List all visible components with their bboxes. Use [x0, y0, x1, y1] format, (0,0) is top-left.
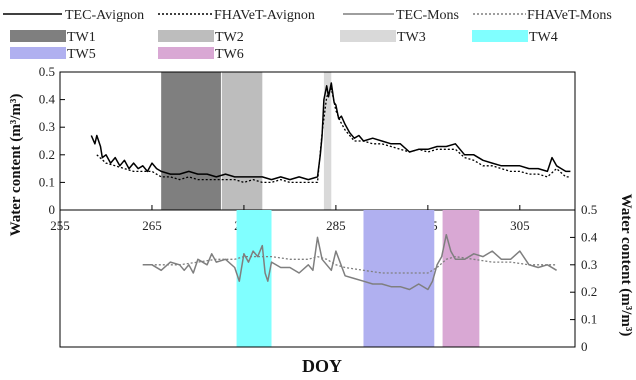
legend: TEC-Avignon FHAVeT-Avignon TEC-Mons FHAV…: [3, 8, 612, 62]
legend-swatch-tw3: [340, 30, 396, 42]
legend-entry-tec-mons: TEC-Mons: [343, 8, 459, 23]
legend-entry-tw4: TW4: [472, 30, 558, 45]
legend-label-tw1: TW1: [67, 30, 96, 45]
y-tick-label-avignon-5: 0.5: [39, 64, 55, 79]
legend-entry-fhavet-avignon: FHAVeT-Avignon: [158, 8, 315, 23]
legend-label-fhavet-avignon: FHAVeT-Avignon: [214, 8, 315, 23]
x-tick-label-3: 285: [326, 218, 346, 233]
x-axis-title: DOY: [302, 356, 342, 376]
legend-label-fhavet-mons: FHAVeT-Mons: [527, 8, 612, 23]
legend-label-tw2: TW2: [215, 30, 244, 45]
y-tick-label-avignon-4: 0.4: [39, 92, 56, 107]
y-axis-title-avignon: Water content (m³/m³): [8, 94, 24, 237]
time-window-tw6: [443, 210, 480, 347]
x-tick-label-5: 305: [510, 218, 530, 233]
legend-entry-fhavet-mons: FHAVeT-Mons: [473, 8, 612, 23]
y-tick-label-avignon-3: 0.3: [39, 119, 55, 134]
time-window-tw5: [363, 210, 434, 347]
legend-swatch-tw6: [158, 47, 214, 59]
legend-label-tw3: TW3: [397, 30, 426, 45]
legend-swatch-tw2: [158, 30, 214, 42]
legend-entry-tw1: TW1: [10, 30, 96, 45]
legend-label-tw5: TW5: [67, 47, 96, 62]
legend-label-tec-mons: TEC-Mons: [396, 8, 459, 23]
legend-entry-tw2: TW2: [158, 30, 244, 45]
y-tick-label-mons-1: 0.1: [581, 312, 597, 327]
legend-swatch-tw1: [10, 30, 66, 42]
y-tick-label-avignon-2: 0.2: [39, 147, 55, 162]
series-line-fhavet-mons: [143, 257, 557, 273]
y-axis-title-mons: Water content (m³/m³): [618, 194, 634, 337]
y-tick-label-mons-4: 0.4: [581, 229, 598, 244]
y-tick-label-avignon-1: 0.1: [39, 174, 55, 189]
plot-frame-avignon: [60, 72, 575, 210]
time-window-tw1: [161, 72, 221, 210]
legend-label-tec-avignon: TEC-Avignon: [65, 8, 144, 23]
legend-label-tw4: TW4: [529, 30, 558, 45]
y-tick-label-mons-2: 0.2: [581, 284, 597, 299]
y-tick-label-avignon-0: 0: [49, 202, 56, 217]
x-tick-label-1: 265: [142, 218, 162, 233]
legend-entry-tw5: TW5: [10, 47, 96, 62]
legend-entry-tw6: TW6: [158, 47, 244, 62]
plot-frame-mons: [60, 210, 575, 347]
legend-swatch-tw4: [472, 30, 528, 42]
time-window-tw2: [222, 72, 262, 210]
legend-swatch-tw5: [10, 47, 66, 59]
legend-label-tw6: TW6: [215, 47, 244, 62]
y-tick-label-mons-3: 0.3: [581, 257, 597, 272]
y-tick-label-mons-5: 0.5: [581, 202, 597, 217]
y-tick-label-mons-0: 0: [581, 339, 588, 354]
legend-entry-tw3: TW3: [340, 30, 426, 45]
legend-entry-tec-avignon: TEC-Avignon: [3, 8, 144, 23]
